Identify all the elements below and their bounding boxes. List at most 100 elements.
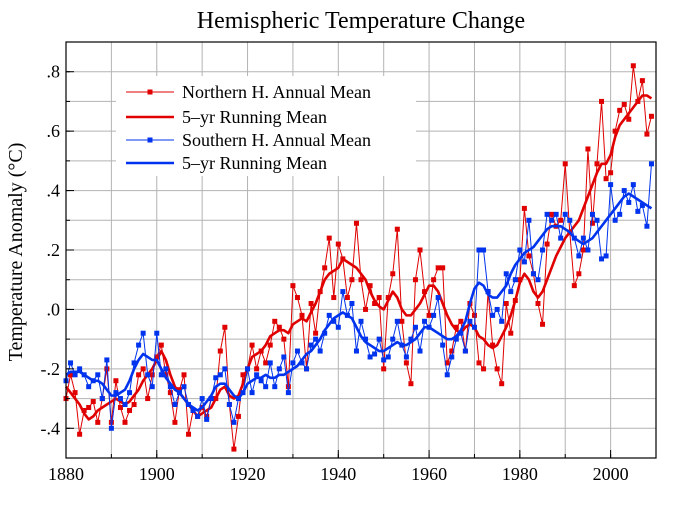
southern-annual-point: [444, 372, 450, 378]
northern-annual-point: [594, 161, 600, 167]
southern-annual-point: [376, 336, 382, 342]
southern-annual-point: [245, 366, 251, 372]
southern-running-mean-line: [65, 192, 653, 412]
northern-annual-point: [449, 348, 455, 354]
northern-annual-point: [335, 241, 341, 247]
northern-annual-point: [399, 318, 405, 324]
northern-annual-point: [290, 283, 296, 289]
southern-annual-point: [349, 300, 355, 306]
northern-annual-point: [408, 381, 414, 387]
northern-annual-point: [299, 312, 305, 318]
northern-annual-point: [417, 247, 423, 253]
northern-annual-point: [426, 312, 432, 318]
southern-annual-point: [367, 354, 373, 360]
southern-annual-point: [281, 354, 287, 360]
northern-annual-point: [154, 354, 160, 360]
southern-annual-point: [549, 217, 555, 223]
x-tick-label: 2000: [593, 464, 629, 484]
southern-annual-point: [213, 375, 219, 381]
northern-annual-point: [440, 265, 446, 271]
northern-annual-point: [621, 101, 627, 107]
southern-annual-point: [508, 289, 514, 295]
northern-annual-point: [222, 324, 228, 330]
northern-annual-point: [163, 372, 169, 378]
northern-annual-point: [540, 321, 546, 327]
southern-annual-point: [154, 330, 160, 336]
northern-annual-point: [549, 211, 555, 217]
southern-annual-point: [226, 402, 232, 408]
northern-annual-point: [113, 378, 119, 384]
southern-annual-point: [276, 366, 282, 372]
northern-annual-point: [453, 324, 459, 330]
northern-annual-point: [385, 295, 391, 301]
southern-annual-point: [358, 318, 364, 324]
legend-northern-annual-marker: [147, 89, 153, 95]
northern-annual-point: [249, 342, 255, 348]
northern-annual-point: [390, 271, 396, 277]
northern-annual-point: [181, 372, 187, 378]
northern-annual-point: [72, 390, 78, 396]
southern-annual-point: [372, 351, 378, 357]
southern-annual-point: [435, 295, 441, 301]
southern-annual-point: [494, 306, 500, 312]
southern-annual-point: [503, 271, 509, 277]
y-tick-label: -.4: [41, 418, 61, 438]
southern-annual-point: [403, 354, 409, 360]
southern-annual-point: [108, 425, 114, 431]
southern-annual-point: [95, 372, 101, 378]
southern-annual-point: [254, 372, 260, 378]
southern-annual-point: [149, 384, 155, 390]
northern-annual-point: [617, 107, 623, 113]
southern-annual-point: [526, 217, 532, 223]
southern-annual-point: [422, 318, 428, 324]
southern-annual-point: [104, 357, 110, 363]
northern-annual-point: [186, 431, 192, 437]
northern-annual-point: [412, 277, 418, 283]
southern-annual-point: [594, 217, 600, 223]
northern-annual-point: [644, 131, 650, 137]
southern-annual-point: [363, 336, 369, 342]
northern-annual-point: [158, 342, 164, 348]
southern-annual-point: [272, 384, 278, 390]
northern-annual-point: [535, 300, 541, 306]
legend-southern-annual-marker: [147, 137, 153, 143]
southern-annual-point: [499, 318, 505, 324]
southern-annual-point: [603, 253, 609, 259]
northern-annual-point: [499, 381, 505, 387]
southern-annual-point: [258, 378, 264, 384]
northern-annual-point: [358, 277, 364, 283]
northern-annual-point: [476, 360, 482, 366]
northern-annual-point: [431, 277, 437, 283]
y-axis-label: Temperature Anomaly (°C): [5, 143, 27, 362]
southern-annual-point: [290, 360, 296, 366]
southern-annual-point: [308, 342, 314, 348]
northern-annual-point: [639, 78, 645, 84]
northern-annual-point: [403, 360, 409, 366]
southern-annual-point: [580, 235, 586, 241]
northern-annual-point: [117, 404, 123, 410]
southern-annual-point: [181, 384, 187, 390]
southern-annual-point: [449, 354, 455, 360]
northern-annual-point: [503, 300, 509, 306]
southern-annual-point: [145, 372, 151, 378]
southern-annual-point: [476, 247, 482, 253]
legend: Northern H. Annual Mean 5–yr Running Mean…: [116, 76, 416, 176]
northern-annual-point: [580, 247, 586, 253]
y-tick-label: .0: [47, 299, 61, 319]
northern-annual-point: [313, 330, 319, 336]
southern-annual-point: [136, 342, 142, 348]
southern-annual-point: [589, 211, 595, 217]
northern-annual-point: [172, 419, 178, 425]
southern-annual-point: [217, 372, 223, 378]
northern-annual-point: [263, 360, 269, 366]
northern-annual-point: [86, 404, 92, 410]
y-tick-label: .2: [47, 240, 61, 260]
southern-annual-point: [331, 318, 337, 324]
northern-annual-point: [254, 366, 260, 372]
northern-annual-point: [231, 446, 237, 452]
southern-annual-point: [208, 396, 214, 402]
x-tick-label: 1940: [320, 464, 356, 484]
southern-annual-point: [326, 312, 332, 318]
southern-annual-point: [117, 396, 123, 402]
